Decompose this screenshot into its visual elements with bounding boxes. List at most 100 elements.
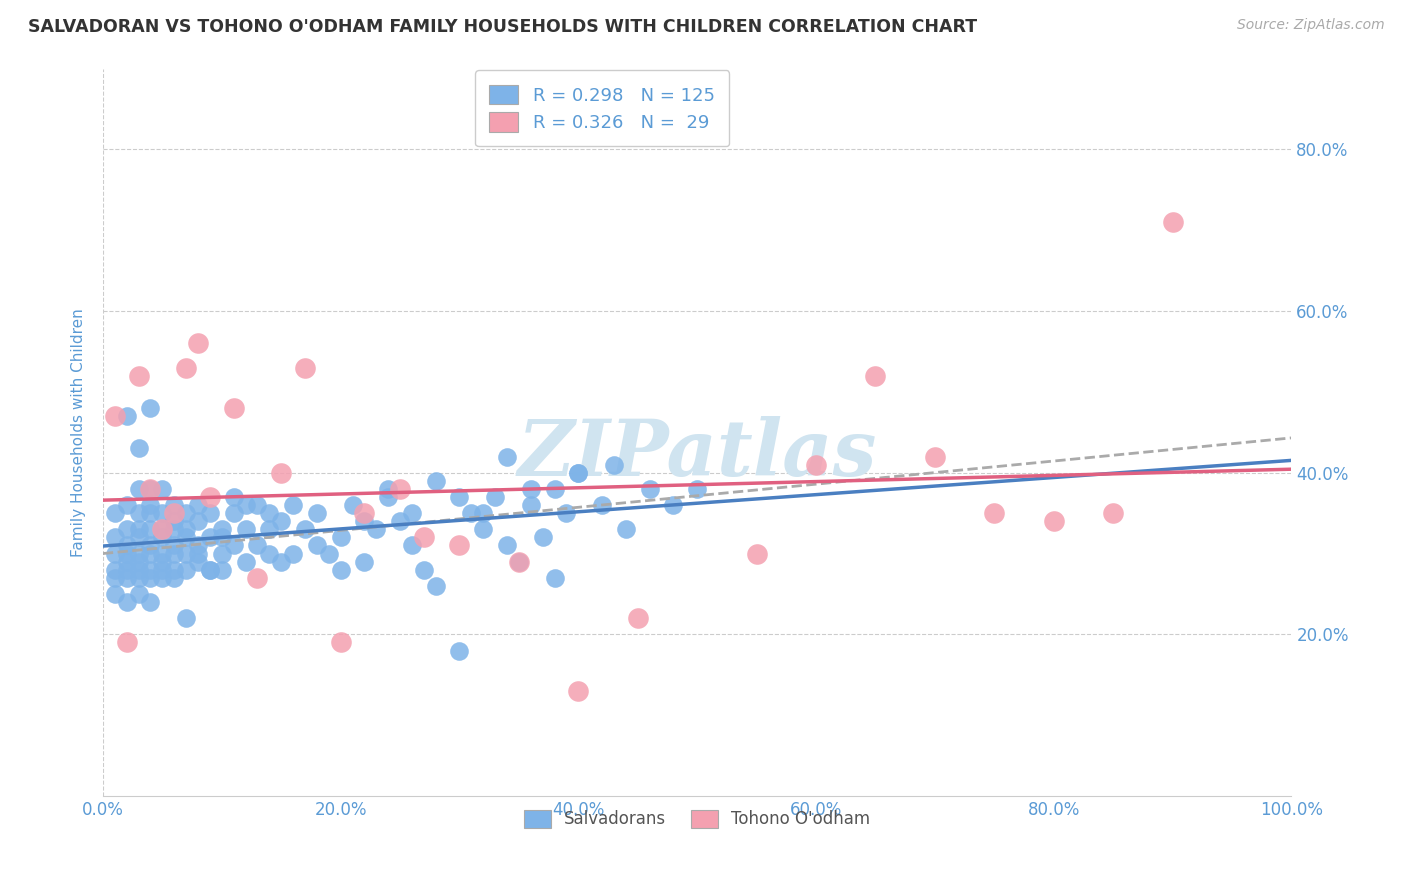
Point: [353, 514, 375, 528]
Point: [139, 547, 162, 561]
Point: [662, 498, 685, 512]
Point: [163, 539, 186, 553]
Point: [211, 547, 233, 561]
Point: [472, 506, 495, 520]
Point: [318, 547, 340, 561]
Point: [353, 506, 375, 520]
Point: [377, 490, 399, 504]
Text: ZIPatlas: ZIPatlas: [517, 416, 877, 492]
Point: [627, 611, 650, 625]
Point: [543, 571, 565, 585]
Point: [163, 506, 186, 520]
Point: [270, 514, 292, 528]
Point: [412, 563, 434, 577]
Point: [449, 539, 471, 553]
Point: [163, 514, 186, 528]
Point: [139, 401, 162, 415]
Point: [235, 522, 257, 536]
Point: [174, 547, 197, 561]
Point: [377, 482, 399, 496]
Point: [567, 684, 589, 698]
Point: [139, 595, 162, 609]
Point: [139, 563, 162, 577]
Point: [139, 539, 162, 553]
Point: [198, 530, 221, 544]
Point: [567, 466, 589, 480]
Point: [531, 530, 554, 544]
Point: [150, 555, 173, 569]
Point: [104, 506, 127, 520]
Point: [865, 368, 887, 383]
Point: [104, 563, 127, 577]
Point: [187, 514, 209, 528]
Point: [115, 555, 138, 569]
Point: [425, 579, 447, 593]
Point: [139, 506, 162, 520]
Point: [128, 522, 150, 536]
Point: [187, 547, 209, 561]
Point: [496, 450, 519, 464]
Point: [1042, 514, 1064, 528]
Point: [198, 506, 221, 520]
Point: [222, 506, 245, 520]
Point: [128, 368, 150, 383]
Point: [163, 547, 186, 561]
Point: [496, 539, 519, 553]
Point: [983, 506, 1005, 520]
Point: [150, 530, 173, 544]
Point: [187, 539, 209, 553]
Point: [115, 547, 138, 561]
Point: [449, 490, 471, 504]
Point: [342, 498, 364, 512]
Point: [401, 539, 423, 553]
Point: [174, 360, 197, 375]
Point: [128, 547, 150, 561]
Point: [174, 563, 197, 577]
Point: [128, 506, 150, 520]
Point: [150, 522, 173, 536]
Point: [211, 522, 233, 536]
Point: [412, 530, 434, 544]
Point: [198, 563, 221, 577]
Point: [128, 587, 150, 601]
Point: [139, 482, 162, 496]
Point: [128, 482, 150, 496]
Point: [139, 482, 162, 496]
Point: [591, 498, 613, 512]
Point: [128, 442, 150, 456]
Point: [104, 409, 127, 424]
Point: [460, 506, 482, 520]
Point: [389, 482, 412, 496]
Point: [115, 563, 138, 577]
Text: Source: ZipAtlas.com: Source: ZipAtlas.com: [1237, 18, 1385, 32]
Point: [150, 482, 173, 496]
Point: [329, 530, 352, 544]
Point: [804, 458, 827, 472]
Point: [115, 571, 138, 585]
Point: [401, 506, 423, 520]
Point: [270, 466, 292, 480]
Y-axis label: Family Households with Children: Family Households with Children: [72, 308, 86, 557]
Point: [211, 563, 233, 577]
Point: [139, 522, 162, 536]
Point: [198, 563, 221, 577]
Point: [425, 474, 447, 488]
Point: [187, 555, 209, 569]
Point: [366, 522, 388, 536]
Point: [104, 571, 127, 585]
Point: [174, 530, 197, 544]
Point: [259, 506, 281, 520]
Point: [520, 482, 543, 496]
Point: [259, 547, 281, 561]
Point: [222, 490, 245, 504]
Point: [259, 522, 281, 536]
Point: [174, 506, 197, 520]
Point: [128, 530, 150, 544]
Point: [603, 458, 626, 472]
Point: [1102, 506, 1125, 520]
Point: [104, 587, 127, 601]
Point: [150, 547, 173, 561]
Point: [745, 547, 768, 561]
Point: [614, 522, 637, 536]
Point: [115, 595, 138, 609]
